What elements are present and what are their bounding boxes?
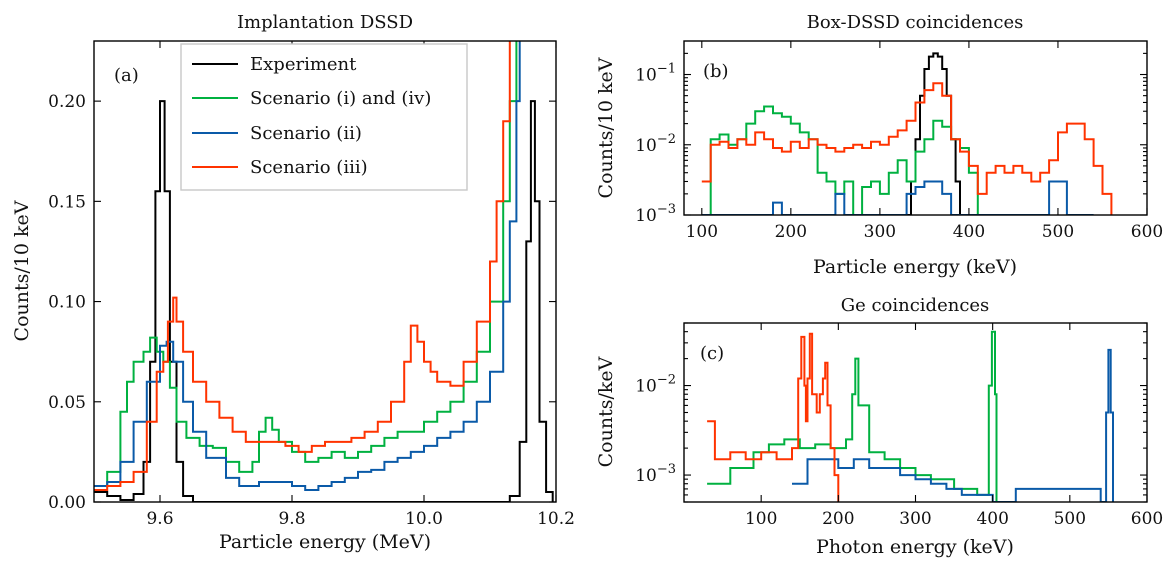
panel-b-ticks: 100 200 300 400 500 600 10−3 10−2 10−1	[635, 41, 1163, 242]
panel-a-ticks: 9.6 9.8 10.0 10.2 0.00 0.05 0.10 0.15 0.20	[48, 41, 575, 529]
y-tick-label-b-2: 10−1	[635, 62, 676, 86]
y-tick-label-a-0: 0.00	[48, 493, 86, 513]
x-tick-label-c-0: 100	[745, 509, 777, 529]
panel-c-plot-area	[707, 330, 1114, 502]
panel-c-ylabel: Counts/keV	[595, 356, 617, 467]
x-tick-label-b-4: 500	[1042, 222, 1074, 242]
x-tick-label-a-1: 9.8	[278, 509, 305, 529]
y-tick-label-a-1: 0.05	[48, 393, 86, 413]
legend-label-scenario-iii: Scenario (iii)	[250, 157, 368, 178]
x-tick-label-c-1: 200	[822, 509, 854, 529]
legend: Experiment Scenario (i) and (iv) Scenari…	[180, 43, 468, 191]
series-b-scenario-iii	[701, 82, 1113, 215]
x-tick-label-c-5: 600	[1131, 509, 1163, 529]
x-tick-label-b-5: 600	[1131, 222, 1163, 242]
panel-c-title: Ge coincidences	[841, 295, 990, 316]
x-tick-label-b-0: 100	[686, 222, 718, 242]
x-tick-label-c-4: 500	[1054, 509, 1086, 529]
x-tick-label-a-3: 10.2	[537, 509, 575, 529]
panel-c-xlabel: Photon energy (keV)	[816, 536, 1014, 558]
y-tick-label-b-0: 10−3	[635, 202, 676, 226]
y-tick-label-a-3: 0.15	[48, 192, 86, 212]
panel-a-frame	[93, 40, 557, 503]
legend-label-scenario-i-iv: Scenario (i) and (iv)	[250, 88, 431, 109]
panel-b-plot-area	[701, 52, 1113, 215]
panel-a: Implantation DSSD 9.6 9.8 10.0 10.2 0.00 0.05…	[11, 12, 575, 553]
legend-label-scenario-ii: Scenario (ii)	[250, 123, 362, 144]
x-tick-label-b-2: 300	[864, 222, 896, 242]
legend-entry-scenario-ii: Scenario (ii)	[192, 123, 362, 144]
series-c-scenario-iii	[707, 332, 840, 502]
legend-entry-scenario-i-iv: Scenario (i) and (iv)	[192, 88, 431, 109]
panel-b: Box-DSSD coincidences 100 200 300 400 500 600…	[595, 12, 1163, 278]
series-a-scenario-i-and-iv	[94, 41, 518, 487]
x-tick-label-b-3: 400	[953, 222, 985, 242]
panel-a-xlabel: Particle energy (MeV)	[219, 531, 431, 553]
panel-a-title: Implantation DSSD	[237, 12, 413, 33]
panel-a-ylabel: Counts/10 keV	[11, 200, 33, 341]
legend-label-experiment: Experiment	[250, 54, 357, 75]
series-c-scenario-i-and-iv	[707, 330, 998, 502]
legend-entry-experiment: Experiment	[192, 54, 357, 75]
y-tick-label-c-1: 10−2	[635, 373, 676, 397]
series-a-experiment	[94, 100, 554, 502]
panel-c: Ge coincidences 100 200 300 400 500 60010−310…	[595, 295, 1163, 558]
panel-b-ylabel: Counts/10 keV	[595, 57, 617, 198]
y-tick-label-a-4: 0.20	[48, 92, 86, 112]
series-a-scenario-iii	[94, 41, 511, 491]
legend-entry-scenario-iii: Scenario (iii)	[192, 157, 368, 178]
panel-b-letter: (b)	[703, 61, 729, 82]
panel-c-letter: (c)	[700, 343, 724, 364]
y-tick-label-a-2: 0.10	[48, 293, 86, 313]
panel-b-frame	[683, 40, 1148, 216]
x-tick-label-a-2: 10.0	[405, 509, 443, 529]
panel-c-ticks: 100 200 300 400 500 600 10−3 10−2	[635, 322, 1163, 529]
x-tick-label-a-0: 9.6	[146, 509, 173, 529]
series-a-scenario-ii	[94, 41, 521, 491]
panel-b-xlabel: Particle energy (keV)	[813, 256, 1017, 278]
legend-box	[180, 43, 468, 191]
y-tick-label-b-1: 10−2	[635, 132, 676, 156]
x-tick-label-b-1: 200	[775, 222, 807, 242]
series-c-scenario-ii	[792, 348, 1114, 502]
panel-a-letter: (a)	[114, 65, 139, 86]
x-tick-label-c-3: 400	[976, 509, 1008, 529]
x-tick-label-c-2: 300	[899, 509, 931, 529]
series-b-scenario-ii	[701, 180, 1094, 215]
panel-b-title: Box-DSSD coincidences	[807, 12, 1024, 33]
series-b-scenario-i-and-iv	[701, 105, 979, 215]
y-tick-label-c-0: 10−3	[635, 462, 676, 486]
series-b-experiment	[879, 52, 961, 215]
panel-a-plot-area	[94, 41, 554, 502]
